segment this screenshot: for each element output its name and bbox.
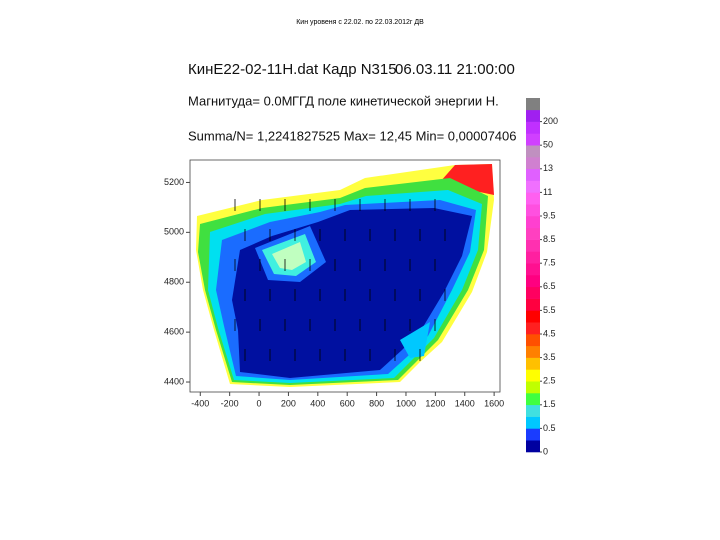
x-tick-label: 1400: [455, 398, 475, 408]
colorbar-label: 13: [543, 163, 553, 173]
colorbar-segment: [526, 440, 540, 453]
colorbar-label: 7.5: [543, 258, 556, 268]
colorbar-segment: [526, 98, 540, 111]
colorbar-segment: [526, 180, 540, 193]
colorbar-segment: [526, 192, 540, 205]
contour-red: [440, 164, 494, 195]
contour-inner-light: [272, 242, 306, 270]
header-stats: Summa/N= 1,2241827525 Max= 12,45 Min= 0,…: [188, 128, 517, 143]
x-tick-label: -200: [221, 398, 239, 408]
colorbar-segment: [526, 310, 540, 323]
colorbar-segment: [526, 121, 540, 134]
colorbar-label: 200: [543, 116, 558, 126]
colorbar-segment: [526, 157, 540, 170]
colorbar-segment: [526, 216, 540, 229]
colorbar-label: 6.5: [543, 281, 556, 291]
colorbar-label: 3.5: [543, 352, 556, 362]
colorbar-label: 1.5: [543, 399, 556, 409]
y-tick-label: 5000: [164, 227, 184, 237]
header-datetime: 06.03.11 21:00:00: [395, 61, 515, 78]
y-tick-label: 4400: [164, 376, 184, 386]
colorbar-segment: [526, 428, 540, 441]
x-tick-label: 400: [310, 398, 325, 408]
x-tick-label: 1000: [396, 398, 416, 408]
contour-map: [196, 164, 494, 387]
x-tick-label: 600: [340, 398, 355, 408]
colorbar-segment: [526, 345, 540, 358]
x-tick-label: -400: [191, 398, 209, 408]
colorbar-segment: [526, 145, 540, 158]
colorbar-segment: [526, 239, 540, 252]
colorbar-segment: [526, 133, 540, 146]
x-tick-label: 1200: [425, 398, 445, 408]
y-tick-label: 5200: [164, 177, 184, 187]
colorbar-segment: [526, 168, 540, 181]
colorbar-segment: [526, 416, 540, 429]
colorbar-segment: [526, 369, 540, 382]
y-tick-label: 4600: [164, 327, 184, 337]
colorbar-label: 9.5: [543, 210, 556, 220]
colorbar-label: 11: [543, 187, 552, 197]
colorbar-segment: [526, 204, 540, 217]
header-file: КинЕ22-02-11Н.dat Кадр N315: [188, 61, 397, 78]
colorbar-label: 0: [543, 446, 548, 456]
x-tick-label: 200: [281, 398, 296, 408]
contour-cyan-patch: [400, 322, 430, 358]
colorbar-segment: [526, 286, 540, 299]
colorbar-segment: [526, 334, 540, 347]
header-magnitude: Магнитуда= 0.0М: [188, 93, 292, 108]
plot-frame: [189, 159, 501, 393]
colorbar-segment: [526, 298, 540, 311]
header-field: ГГД поле кинетической энергии Н.: [292, 93, 499, 108]
colorbar-label: 8.5: [543, 234, 556, 244]
colorbar-label: 5.5: [543, 305, 556, 315]
y-tick-label: 4800: [164, 277, 184, 287]
x-tick-label: 1600: [484, 398, 504, 408]
colorbar-segment: [526, 263, 540, 276]
colorbar-segment: [526, 275, 540, 288]
colorbar-label: 50: [543, 140, 553, 150]
colorbar-label: 2.5: [543, 376, 556, 386]
colorbar-segment: [526, 109, 540, 122]
x-tick-label: 800: [369, 398, 384, 408]
colorbar-segment: [526, 322, 540, 335]
colorbar-segment: [526, 381, 540, 394]
colorbar-label: 4.5: [543, 328, 556, 338]
chart-title: Кин уровеня с 22.02. по 22.03.2012г ДВ: [296, 19, 424, 26]
colorbar-segment: [526, 251, 540, 264]
x-tick-label: 0: [257, 398, 262, 408]
colorbar-segment: [526, 393, 540, 406]
colorbar-label: 0.5: [543, 423, 556, 433]
colorbar-segment: [526, 227, 540, 240]
colorbar-segment: [526, 404, 540, 417]
colorbar-segment: [526, 357, 540, 370]
